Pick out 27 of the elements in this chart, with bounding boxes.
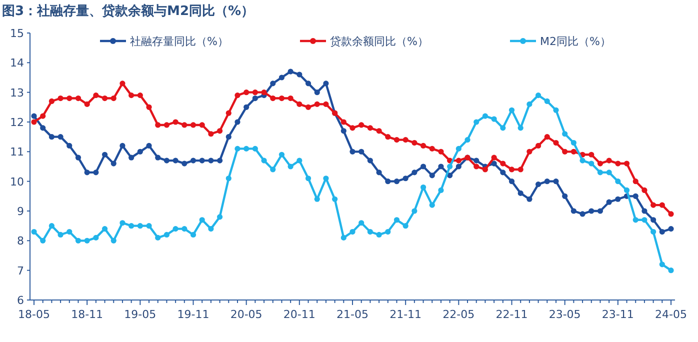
chart-title: 图3：社融存量、贷款余额与M2同比（%） [2, 3, 254, 19]
x-tick-label: 19-11 [177, 308, 210, 321]
y-tick-label: 11 [10, 146, 24, 159]
x-tick-label: 22-11 [496, 308, 528, 321]
y-tick-label: 12 [10, 116, 24, 129]
x-tick-label: 20-05 [230, 308, 262, 321]
y-tick-label: 8 [17, 234, 24, 248]
x-tick-label: 21-05 [336, 308, 368, 321]
legend-label: M2同比（%） [540, 35, 611, 48]
y-tick-label: 14 [10, 56, 24, 70]
y-tick-label: 9 [17, 205, 24, 218]
y-tick-label: 15 [10, 27, 24, 40]
legend-label: 贷款余额同比（%） [330, 35, 428, 48]
x-tick-label: 24-05 [655, 308, 687, 321]
x-tick-label: 22-05 [442, 308, 475, 321]
x-tick-label: 20-11 [283, 308, 316, 321]
x-tick-label: 18-11 [71, 308, 104, 321]
x-tick-label: 23-11 [602, 308, 634, 321]
y-tick-label: 13 [10, 86, 24, 100]
x-tick-label: 19-05 [124, 308, 156, 321]
x-tick-label: 23-05 [548, 308, 581, 321]
y-tick-label: 6 [17, 294, 24, 307]
legend-label: 社融存量同比（%） [130, 35, 228, 48]
y-tick-label: 7 [17, 264, 24, 278]
x-tick-label: 21-11 [390, 308, 422, 321]
y-tick-label: 10 [10, 175, 24, 188]
x-tick-label: 18-05 [18, 308, 50, 321]
